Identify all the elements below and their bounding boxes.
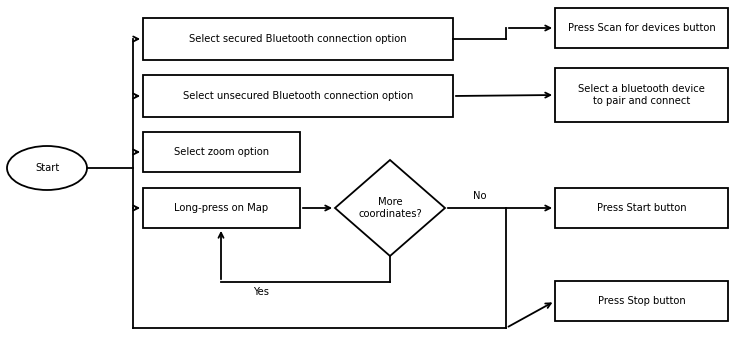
Text: Press Scan for devices button: Press Scan for devices button [568, 23, 715, 33]
Text: Select zoom option: Select zoom option [174, 147, 269, 157]
Text: Press Stop button: Press Stop button [598, 296, 686, 306]
Bar [143, 132, 300, 172]
Bar [555, 281, 728, 321]
Text: More
coordinates?: More coordinates? [358, 197, 422, 219]
Text: Start: Start [35, 163, 59, 173]
Bar [555, 68, 728, 122]
Text: Select unsecured Bluetooth connection option: Select unsecured Bluetooth connection op… [183, 91, 413, 101]
Bar [143, 188, 300, 228]
Bar [555, 8, 728, 48]
Text: Yes: Yes [253, 287, 269, 297]
Text: No: No [473, 191, 487, 201]
Text: Select secured Bluetooth connection option: Select secured Bluetooth connection opti… [189, 34, 407, 44]
Polygon shape [335, 160, 445, 256]
Text: Select a bluetooth device
to pair and connect: Select a bluetooth device to pair and co… [578, 84, 705, 106]
Bar [555, 188, 728, 228]
Ellipse shape [7, 146, 87, 190]
Bar [143, 75, 453, 117]
Text: Long-press on Map: Long-press on Map [174, 203, 269, 213]
Bar [143, 18, 453, 60]
Text: Press Start button: Press Start button [597, 203, 686, 213]
